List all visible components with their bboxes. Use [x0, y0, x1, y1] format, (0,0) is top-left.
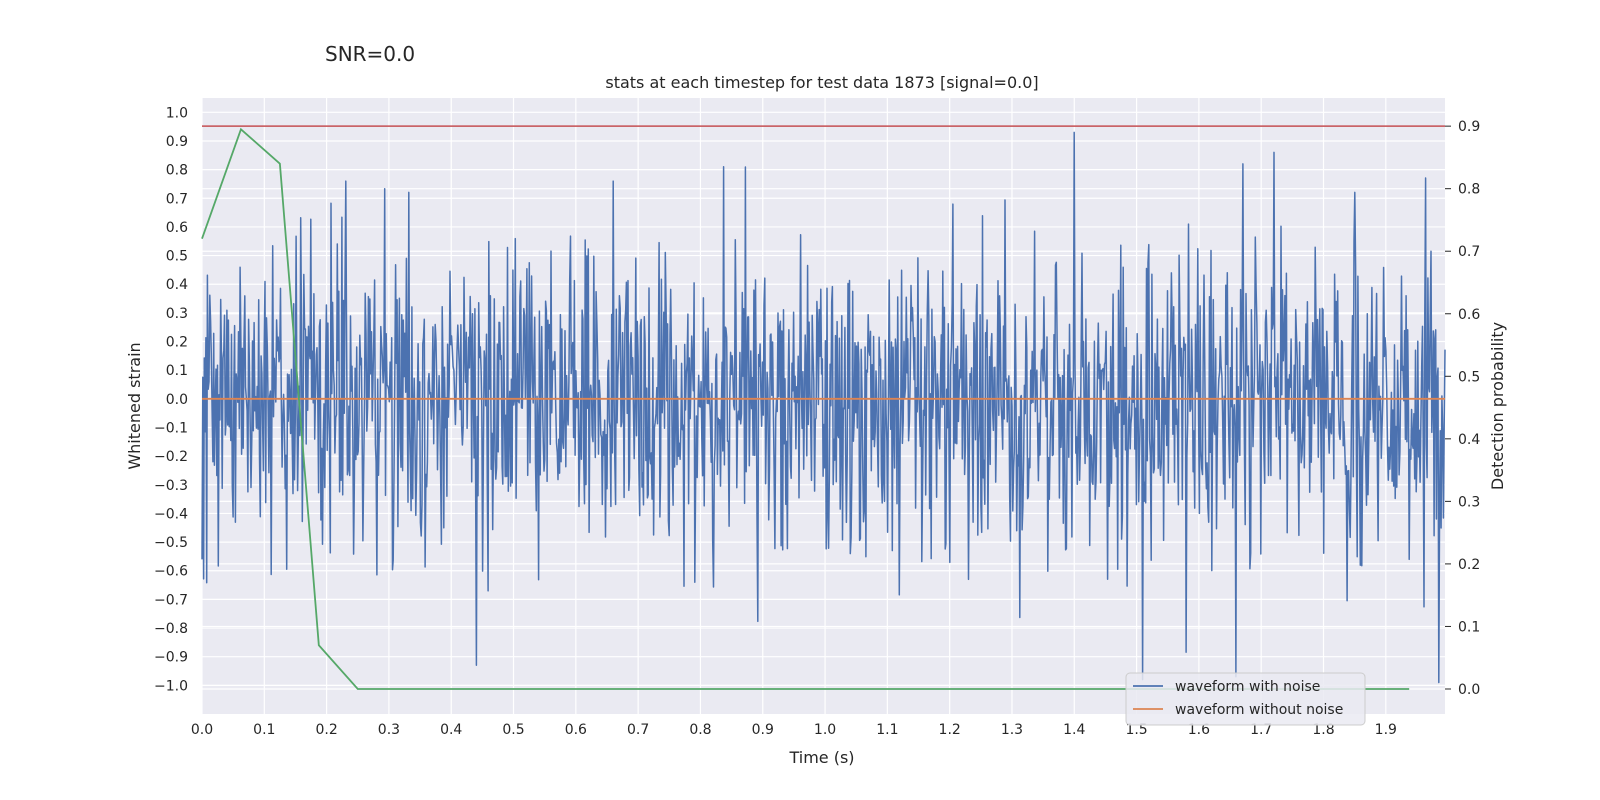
x-tick-label: 0.6 — [565, 722, 587, 738]
x-tick-label: 1.6 — [1188, 722, 1210, 738]
y-tick-label: 0.1 — [166, 363, 188, 379]
y-tick-label: −0.5 — [154, 535, 188, 551]
x-tick-label: 1.7 — [1250, 722, 1272, 738]
chart-title: stats at each timestep for test data 187… — [605, 73, 1038, 92]
y-tick-label: −0.1 — [154, 420, 188, 436]
y-axis-label: Whitened strain — [125, 342, 144, 469]
x-tick-label: 1.8 — [1312, 722, 1334, 738]
y-tick-label: 0.2 — [166, 335, 188, 351]
y-tick-label: 0.6 — [166, 220, 188, 236]
figure-suptitle: SNR=0.0 — [325, 42, 415, 66]
y2-tick-label: 0.5 — [1458, 369, 1480, 385]
y-tick-label: 0.8 — [166, 163, 188, 179]
y-tick-label: 0.7 — [166, 191, 188, 207]
x-tick-label: 0.2 — [315, 722, 337, 738]
x-tick-label: 1.1 — [876, 722, 898, 738]
y-tick-label: 1.0 — [166, 105, 188, 121]
x-tick-label: 1.4 — [1063, 722, 1085, 738]
y2-tick-label: 0.6 — [1458, 307, 1480, 323]
series-waveform-with-noise — [201, 131, 1446, 684]
x-tick-label: 0.3 — [378, 722, 400, 738]
y2-tick-label: 0.0 — [1458, 682, 1480, 698]
y-tick-label: 0.9 — [166, 134, 188, 150]
y-tick-label: −0.2 — [154, 449, 188, 465]
x-tick-label: 1.3 — [1001, 722, 1023, 738]
y-tick-label: 0.0 — [166, 392, 188, 408]
y-tick-label: −0.7 — [154, 592, 188, 608]
x-axis-label: Time (s) — [788, 748, 854, 767]
legend-label-noise: waveform with noise — [1175, 679, 1320, 695]
y-tick-label: −0.3 — [154, 478, 188, 494]
series-detection-probability — [201, 127, 1410, 690]
y2-axis-label: Detection probability — [1488, 322, 1507, 490]
tick-labels: 0.0 0.1 0.2 0.3 0.4 0.5 0.6 0.7 0.8 0.9 1.0 1.1 1.2 1… — [154, 105, 1480, 738]
y-tick-label: 0.3 — [166, 306, 188, 322]
y-tick-label: −0.8 — [154, 621, 188, 637]
y2-tick-label: 0.3 — [1458, 494, 1480, 510]
x-tick-label: 0.9 — [752, 722, 774, 738]
x-tick-label: 0.0 — [191, 722, 213, 738]
y2-tick-label: 0.1 — [1458, 619, 1480, 635]
series-layer — [201, 125, 1446, 690]
x-tick-label: 0.1 — [253, 722, 275, 738]
x-tick-label: 0.5 — [502, 722, 524, 738]
y2-tick-label: 0.2 — [1458, 557, 1480, 573]
legend-frame — [1125, 672, 1366, 726]
legend: waveform with noise waveform without noi… — [1125, 672, 1366, 726]
y-tick-label: 0.4 — [166, 277, 188, 293]
x-tick-label: 0.7 — [627, 722, 649, 738]
x-tick-label: 1.5 — [1125, 722, 1147, 738]
y2-tick-label: 0.8 — [1458, 182, 1480, 198]
x-tick-label: 0.8 — [689, 722, 711, 738]
legend-label-clean: waveform without noise — [1175, 702, 1343, 718]
y2-tick-label: 0.9 — [1458, 119, 1480, 135]
x-tick-label: 1.0 — [814, 722, 836, 738]
x-tick-label: 1.2 — [939, 722, 961, 738]
y-tick-label: 0.5 — [166, 249, 188, 265]
y-tick-label: −1.0 — [154, 678, 188, 694]
y-tick-label: −0.9 — [154, 650, 188, 666]
y2-tick-label: 0.4 — [1458, 432, 1480, 448]
x-tick-label: 1.9 — [1375, 722, 1397, 738]
y-tick-label: −0.4 — [154, 506, 188, 522]
x-tick-label: 0.4 — [440, 722, 462, 738]
y2-tick-label: 0.7 — [1458, 244, 1480, 260]
y-tick-label: −0.6 — [154, 564, 188, 580]
